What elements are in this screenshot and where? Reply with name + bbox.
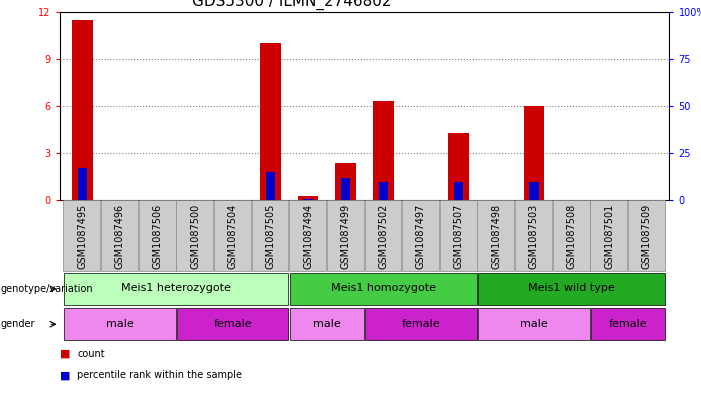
Bar [327, 200, 364, 271]
Bar [440, 200, 477, 271]
Text: count: count [77, 349, 104, 359]
Text: GSM1087502: GSM1087502 [379, 204, 388, 269]
Bar [553, 200, 590, 271]
Bar [591, 308, 665, 340]
Bar [290, 308, 364, 340]
Text: GSM1087505: GSM1087505 [266, 204, 275, 269]
Text: male: male [106, 318, 134, 329]
Text: GSM1087501: GSM1087501 [604, 204, 614, 269]
Text: GSM1087506: GSM1087506 [152, 204, 163, 269]
Bar [64, 308, 175, 340]
Text: male: male [313, 318, 341, 329]
Bar [176, 200, 213, 271]
Bar [478, 273, 665, 305]
Text: GSM1087500: GSM1087500 [190, 204, 200, 269]
Bar [78, 168, 87, 200]
Bar [373, 101, 394, 200]
Bar [515, 200, 552, 271]
Text: GSM1087509: GSM1087509 [642, 204, 652, 269]
Bar [477, 200, 515, 271]
Bar [63, 200, 100, 271]
Text: gender: gender [1, 319, 35, 329]
Bar [290, 200, 326, 271]
Text: female: female [608, 318, 647, 329]
Text: ■: ■ [60, 349, 70, 359]
Text: GSM1087504: GSM1087504 [228, 204, 238, 269]
Bar [335, 163, 356, 200]
Bar [590, 200, 627, 271]
Bar [341, 178, 350, 200]
Text: percentile rank within the sample: percentile rank within the sample [77, 370, 242, 380]
Bar [266, 172, 275, 200]
Bar [478, 308, 590, 340]
Bar [252, 200, 289, 271]
Bar [529, 182, 538, 200]
Bar [454, 182, 463, 200]
Bar [72, 20, 93, 200]
Text: GSM1087495: GSM1087495 [77, 204, 87, 269]
Bar [214, 200, 251, 271]
Text: female: female [402, 318, 440, 329]
Bar [290, 273, 477, 305]
Text: GSM1087494: GSM1087494 [303, 204, 313, 269]
Text: GSM1087498: GSM1087498 [491, 204, 501, 269]
Title: GDS5300 / ILMN_2746802: GDS5300 / ILMN_2746802 [191, 0, 391, 11]
Bar [628, 200, 665, 271]
Bar [101, 200, 138, 271]
Bar [298, 196, 318, 200]
Bar [304, 198, 313, 200]
Text: genotype/variation: genotype/variation [1, 284, 93, 294]
Text: Meis1 heterozygote: Meis1 heterozygote [121, 283, 231, 293]
Text: GSM1087497: GSM1087497 [416, 204, 426, 269]
Text: GSM1087503: GSM1087503 [529, 204, 539, 269]
Text: GSM1087508: GSM1087508 [566, 204, 577, 269]
Text: ■: ■ [60, 370, 70, 380]
Text: male: male [520, 318, 547, 329]
Text: GSM1087496: GSM1087496 [115, 204, 125, 269]
Text: Meis1 homozygote: Meis1 homozygote [331, 283, 436, 293]
Bar [365, 200, 402, 271]
Bar [64, 273, 289, 305]
Bar [379, 182, 388, 200]
Bar [402, 200, 439, 271]
Text: GSM1087507: GSM1087507 [454, 204, 463, 269]
Text: GSM1087499: GSM1087499 [341, 204, 350, 269]
Bar [448, 133, 469, 200]
Bar [260, 43, 281, 200]
Bar [524, 106, 544, 200]
Text: Meis1 wild type: Meis1 wild type [528, 283, 615, 293]
Text: female: female [213, 318, 252, 329]
Bar [139, 200, 175, 271]
Bar [365, 308, 477, 340]
Bar [177, 308, 289, 340]
